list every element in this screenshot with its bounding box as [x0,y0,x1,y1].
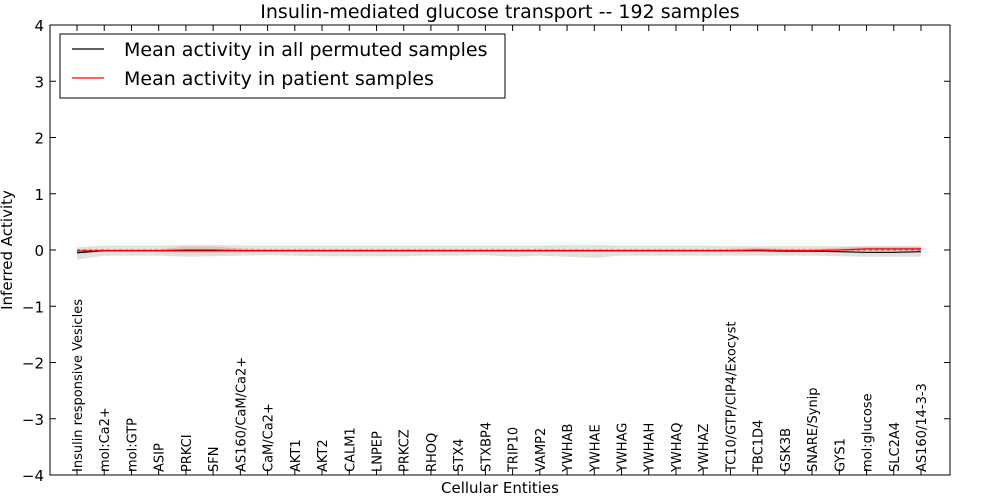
x-tick-label: RHOQ [425,433,440,472]
x-tick-label: GSK3B [779,428,794,472]
x-tick-label: YWHAQ [670,423,685,473]
x-tick-label: ASIP [153,443,168,472]
series-line-1 [76,248,921,252]
x-tick-label: YWHAB [561,424,576,473]
x-axis-ticks: Insulin responsive Vesicles mol:Ca2+ mol:G… [71,25,930,475]
x-tick-label: VAMP2 [534,428,549,472]
legend-label-permuted: Mean activity in all permuted samples [124,39,487,61]
x-tick-label: SNARE/Synip [806,387,821,472]
x-tick-label: GYS1 [833,438,848,472]
x-tick-label: AS160/14-3-3 [915,383,930,472]
x-tick-label: mol:GTP [125,418,140,472]
chart-title: Insulin-mediated glucose transport -- 19… [260,1,739,23]
x-tick-label: TRIP10 [507,427,522,473]
x-tick-label: CALM1 [343,427,358,472]
x-tick-label: AS160/CaM/Ca2+ [234,357,249,472]
x-tick-label: PRKCZ [398,429,413,472]
x-tick-label: PRKCI [180,434,195,472]
x-tick-label: STX4 [452,439,467,472]
legend: Mean activity in all permuted samples Me… [59,33,506,99]
x-tick-label: TC10/GTP/CIP4/Exocyst [724,321,739,473]
x-tick-label: mol:Ca2+ [98,407,113,472]
x-tick-label: LNPEP [370,431,385,472]
x-tick-label: AKT2 [316,439,331,472]
x-tick-label: mol:glucose [861,393,876,472]
y-axis-ticks: −4 −3 −2 −1 0 1 2 3 4 [22,17,950,485]
y-tick-label: −4 [22,467,44,485]
legend-label-patient: Mean activity in patient samples [124,68,434,90]
y-tick-label: −3 [22,411,44,429]
x-tick-label: AKT1 [289,439,304,472]
series-lines [76,248,922,254]
x-tick-label: SFN [207,447,222,472]
y-tick-label: 1 [34,186,44,204]
band-series-0 [77,244,921,260]
y-tick-label: 2 [34,130,44,148]
x-tick-label: Insulin responsive Vesicles [71,299,86,472]
y-tick-label: 3 [34,73,44,91]
x-tick-label: YWHAH [643,423,658,473]
x-tick-label: CaM/Ca2+ [262,403,277,472]
x-tick-label: SLC2A4 [888,422,903,472]
y-tick-label: −1 [22,298,44,316]
y-tick-label: 0 [34,242,44,260]
x-tick-label: STXBP4 [479,422,494,472]
x-tick-label: YWHAG [616,423,631,473]
x-tick-label: TBC1D4 [752,420,767,473]
x-tick-label: YWHAE [588,424,603,473]
legend-box [59,33,506,99]
y-tick-label: −2 [22,355,44,373]
y-axis-label: Inferred Activity [0,190,16,310]
x-tick-label: YWHAZ [697,424,712,473]
confidence-bands [77,244,921,260]
x-axis-label: Cellular Entities [441,479,559,497]
y-tick-label: 4 [34,17,44,35]
